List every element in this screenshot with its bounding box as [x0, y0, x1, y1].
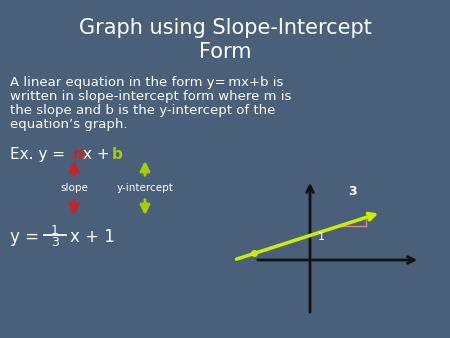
Text: equation’s graph.: equation’s graph.: [10, 118, 127, 131]
Text: 3: 3: [348, 186, 357, 198]
Text: 1: 1: [51, 224, 59, 237]
Text: written in slope-intercept form where m is: written in slope-intercept form where m …: [10, 90, 292, 103]
Text: 1: 1: [318, 233, 325, 242]
Text: x + 1: x + 1: [70, 228, 115, 246]
Text: y =: y =: [10, 228, 44, 246]
Text: Form: Form: [199, 42, 251, 62]
Text: y-intercept: y-intercept: [117, 183, 173, 193]
Text: 3: 3: [51, 236, 59, 249]
Text: Ex. y =: Ex. y =: [10, 147, 70, 162]
Text: m: m: [73, 147, 89, 162]
Text: x +: x +: [83, 147, 114, 162]
Text: Graph using Slope-Intercept: Graph using Slope-Intercept: [79, 18, 371, 38]
Text: slope: slope: [60, 183, 88, 193]
Text: b: b: [112, 147, 123, 162]
Text: A linear equation in the form y= mx+b is: A linear equation in the form y= mx+b is: [10, 76, 283, 89]
Text: the slope and b is the y-intercept of the: the slope and b is the y-intercept of th…: [10, 104, 275, 117]
